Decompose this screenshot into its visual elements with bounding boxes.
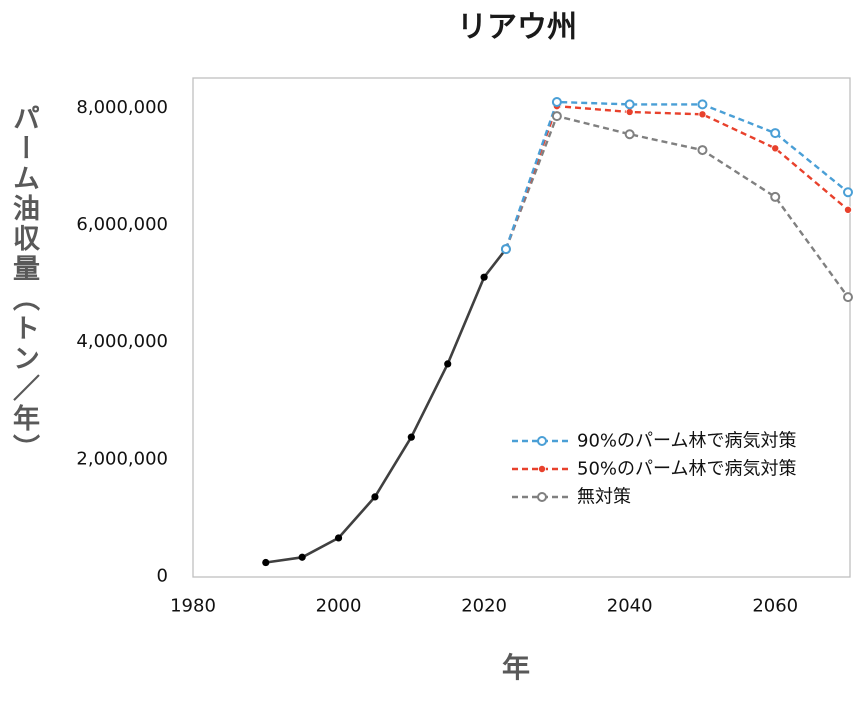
y-tick-label: 0	[157, 566, 168, 587]
series-3-line	[504, 114, 849, 298]
legend-item: 無対策	[512, 487, 631, 508]
series-2-point	[771, 144, 780, 153]
plot-area	[192, 77, 851, 578]
series-2-point	[698, 110, 707, 119]
series-3-point	[770, 191, 781, 202]
series-2-line	[504, 104, 849, 250]
series-3-point	[551, 111, 562, 122]
series-0-point	[334, 534, 343, 542]
x-tick-label: 2060	[752, 596, 798, 617]
series-0-points	[262, 245, 510, 567]
series-2-point	[844, 205, 853, 214]
series-0-point	[444, 360, 452, 368]
series-1-point	[697, 99, 708, 110]
y-tick-label: 6,000,000	[76, 214, 168, 235]
series-0-line	[265, 248, 507, 564]
x-tick-label: 1980	[170, 596, 216, 617]
series-lines	[265, 100, 849, 564]
legend-item: 90%のパーム林で病気対策	[512, 431, 796, 452]
legend-swatch-marker	[538, 464, 547, 473]
series-0-point	[480, 273, 488, 281]
series-1-point	[500, 244, 511, 255]
series-markers	[262, 97, 853, 567]
x-tick-label: 2000	[316, 596, 362, 617]
y-tick-label: 8,000,000	[76, 97, 168, 118]
series-1-point	[551, 97, 562, 108]
series-0-point	[298, 553, 306, 561]
series-3-point	[697, 145, 708, 156]
y-axis-label: パーム油収量（トン／年）	[8, 104, 39, 464]
series-1-points	[500, 97, 853, 255]
legend-swatch-marker	[537, 436, 547, 446]
chart-title: リアウ州	[457, 10, 577, 45]
x-tick-label: 2020	[461, 596, 507, 617]
series-0-point	[262, 558, 270, 567]
series-2-point	[625, 107, 634, 116]
x-axis-label: 年	[501, 651, 530, 684]
series-3-point	[624, 129, 635, 140]
series-1-line	[504, 100, 849, 250]
series-1-point	[624, 99, 635, 110]
series-1-point	[843, 187, 853, 198]
series-3-points	[500, 111, 853, 303]
series-3-point	[843, 292, 853, 303]
legend-swatch-marker	[537, 492, 547, 502]
y-tick-label: 2,000,000	[76, 448, 168, 469]
series-1-point	[770, 128, 781, 139]
y-tick-label: 4,000,000	[76, 331, 168, 352]
legend-label: 50%のパーム林で病気対策	[577, 459, 796, 480]
legend-item: 50%のパーム林で病気対策	[512, 459, 796, 480]
x-tick-label: 2040	[607, 596, 653, 617]
series-0-point	[371, 493, 379, 501]
series-0-point	[407, 433, 415, 441]
legend-label: 無対策	[577, 487, 631, 508]
legend-label: 90%のパーム林で病気対策	[577, 431, 796, 452]
